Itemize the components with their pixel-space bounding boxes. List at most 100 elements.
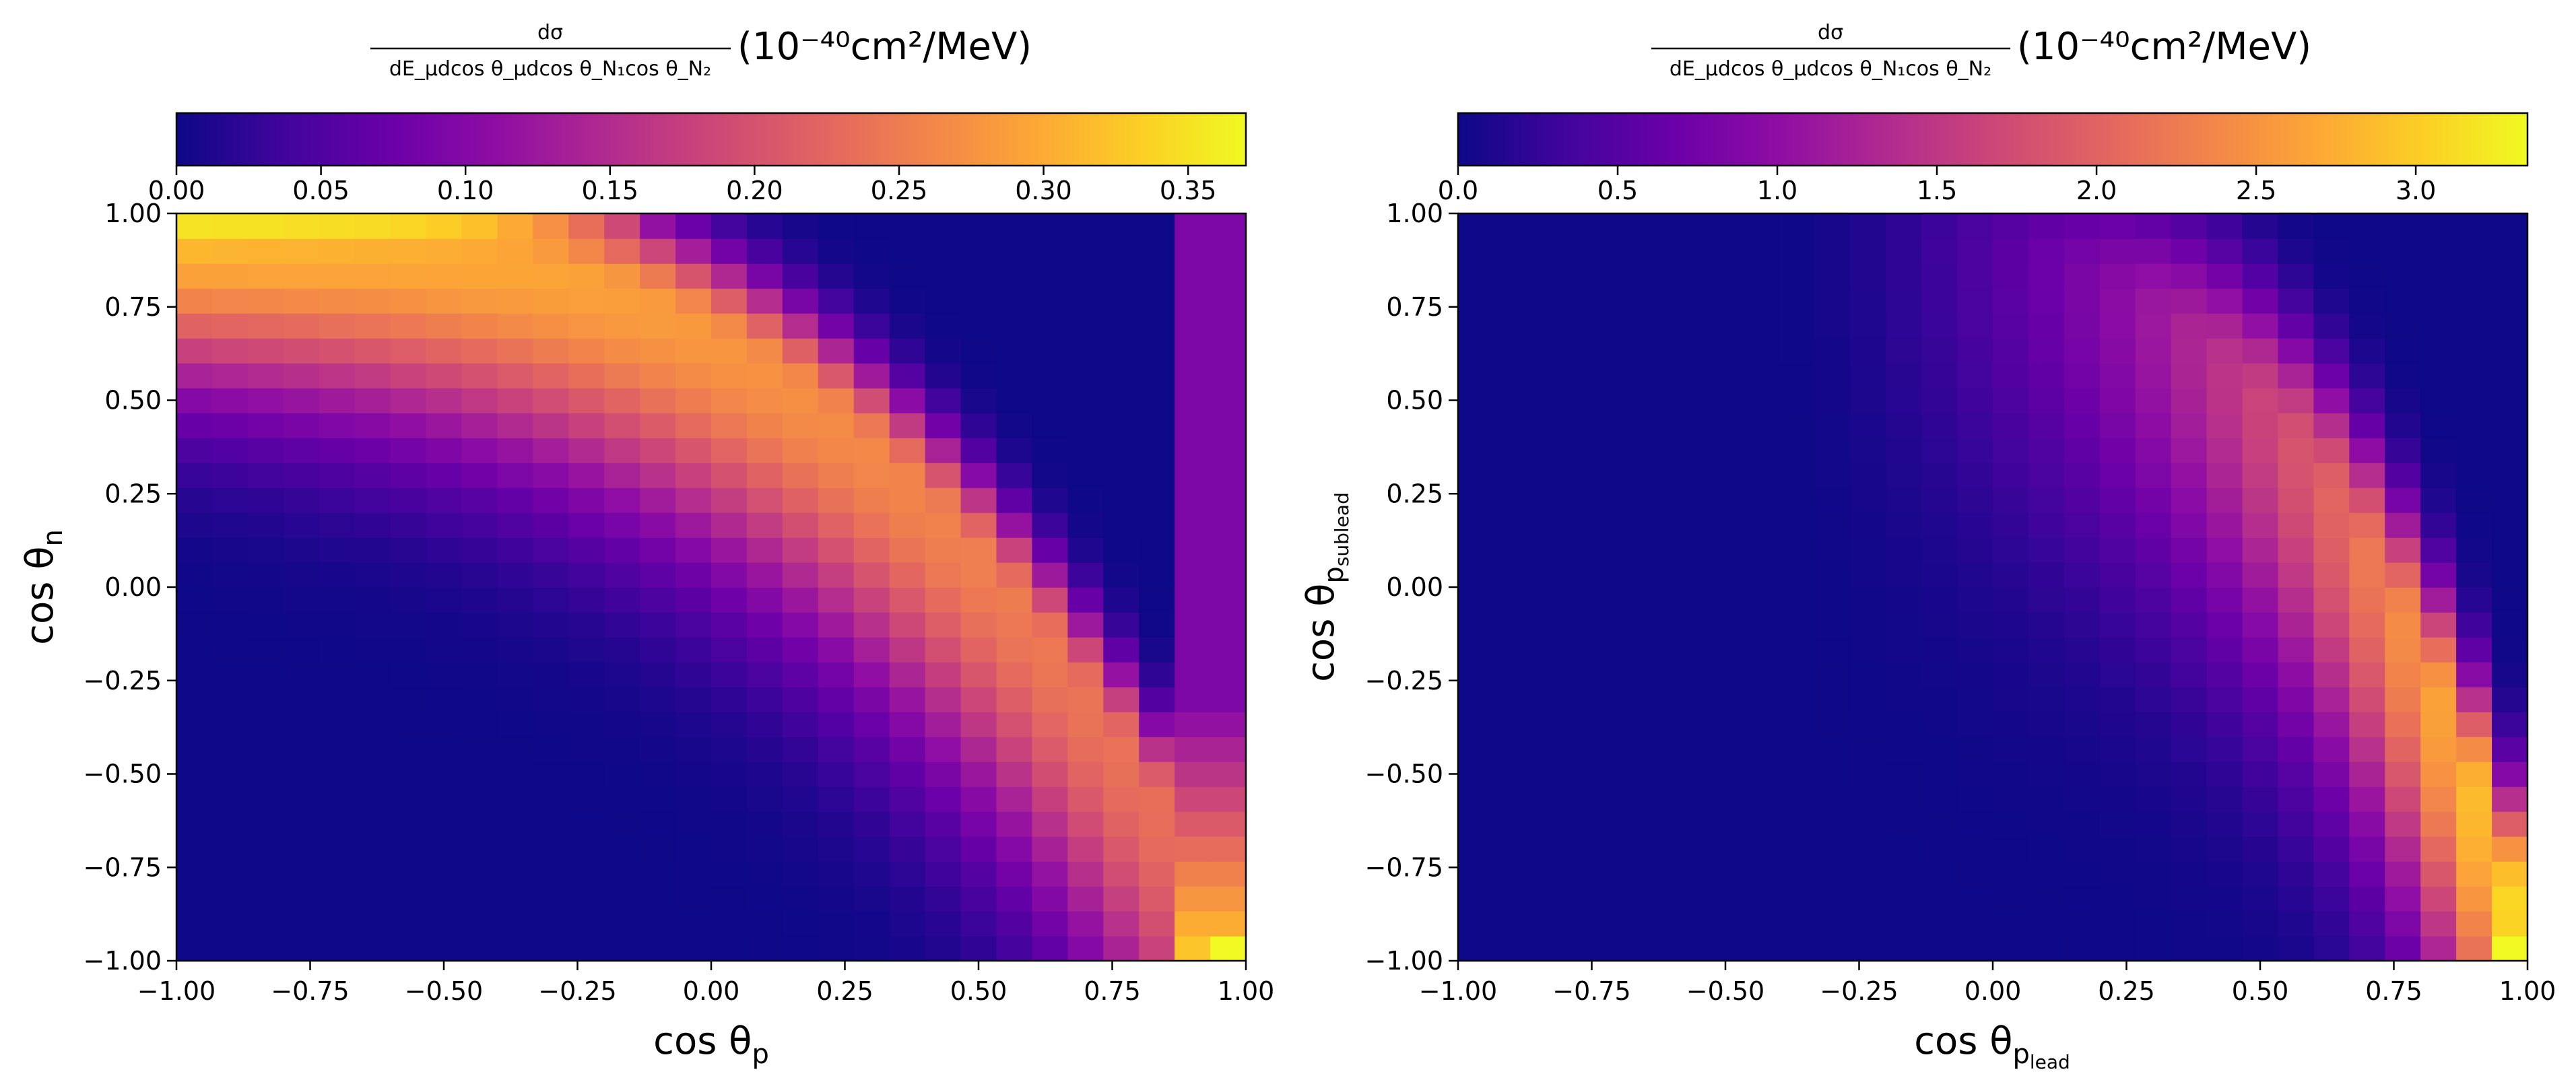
heatmap-cell [2278,213,2315,239]
heatmap-cell [604,562,640,588]
heatmap-cell [1779,886,1816,912]
heatmap-cell [1067,338,1104,364]
heatmap-cell [1921,836,1958,862]
heatmap-cell [1175,936,1211,961]
heatmap-cell [1993,562,2029,588]
left-heatmap-cells [176,213,1247,961]
heatmap-cell [925,637,962,663]
heatmap-cell [1493,761,1530,787]
heatmap-cell [2456,263,2492,289]
heatmap-cell [996,911,1033,937]
heatmap-cell [1458,512,1494,538]
heatmap-cell [1175,562,1211,588]
heatmap-cell [1529,811,1566,837]
heatmap-cell [1886,687,1922,712]
heatmap-cell [853,338,890,364]
heatmap-cell [1210,438,1247,463]
heatmap-cell [889,238,926,264]
heatmap-cell [1886,637,1922,663]
right-x-axis-label: cos θplead [1914,1019,2070,1073]
heatmap-cell [1743,313,1780,339]
heatmap-cell [2063,761,2101,787]
heatmap-cell [1779,213,1816,239]
heatmap-cell [533,438,570,463]
heatmap-cell [996,886,1033,912]
heatmap-cell [1529,388,1566,413]
heatmap-cell [1032,936,1069,961]
heatmap-cell [2349,338,2386,364]
heatmap-cell [1743,936,1780,961]
heatmap-cell [640,861,676,887]
heatmap-cell [1529,786,1566,812]
heatmap-cell [1850,662,1886,687]
heatmap-cell [675,313,712,339]
heatmap-cell [283,662,320,687]
heatmap-cell [247,562,284,588]
heatmap-cell [2420,637,2457,663]
heatmap-cell [2206,562,2243,588]
heatmap-cell [176,463,213,488]
heatmap-cell [2420,836,2457,862]
heatmap-cell [390,213,427,239]
heatmap-cell [1850,338,1886,364]
heatmap-cell [2028,687,2065,712]
heatmap-cell [2349,213,2386,239]
heatmap-cell [2135,288,2172,314]
heatmap-cell [1814,363,1851,388]
heatmap-cell [283,712,320,737]
heatmap-cell [176,288,213,314]
heatmap-cell [1814,737,1851,762]
heatmap-cell [853,662,890,687]
heatmap-cell [818,238,855,264]
heatmap-cell [176,213,213,239]
heatmap-cell [176,662,213,687]
heatmap-cell [1103,213,1140,239]
heatmap-cell [1743,363,1780,388]
heatmap-cell [1564,612,1601,638]
heatmap-cell [1957,612,1993,638]
heatmap-cell [1493,463,1530,488]
heatmap-cell [1529,263,1566,289]
heatmap-cell [2242,463,2279,488]
heatmap-cell [1564,512,1601,538]
heatmap-cell [1529,911,1566,937]
heatmap-cell [319,936,356,961]
heatmap-cell [533,388,570,413]
heatmap-cell [2028,861,2065,887]
heatmap-cell [533,587,570,613]
heatmap-cell [2242,238,2279,264]
heatmap-cell [1032,213,1069,239]
heatmap-cell [1743,811,1780,837]
heatmap-cell [1210,737,1247,762]
heatmap-cell [711,487,748,513]
heatmap-cell [2099,587,2136,613]
y-tick-label: 0.00 [1386,572,1443,602]
y-tick-label: −1.00 [1365,946,1443,976]
heatmap-cell [1850,911,1886,937]
heatmap-cell [211,263,249,289]
heatmap-cell [1636,936,1673,961]
heatmap-cell [1886,911,1922,937]
heatmap-cell [1600,886,1637,912]
heatmap-cell [889,911,926,937]
heatmap-cell [247,213,284,239]
heatmap-cell [1779,388,1816,413]
heatmap-cell [533,238,570,264]
heatmap-cell [2420,562,2457,588]
heatmap-cell [2385,512,2421,538]
heatmap-cell [2242,512,2279,538]
heatmap-cell [2456,836,2492,862]
heatmap-cell [889,836,926,862]
heatmap-cell [1886,363,1922,388]
heatmap-cell [319,612,356,638]
heatmap-cell [533,338,570,364]
heatmap-cell [2242,487,2279,513]
heatmap-cell [1175,313,1211,339]
right-y-axis-label-sub: p [1319,566,1350,583]
heatmap-cell [1067,463,1104,488]
heatmap-cell [2028,562,2065,588]
heatmap-cell [497,861,534,887]
heatmap-cell [1210,886,1247,912]
heatmap-cell [1210,238,1247,264]
heatmap-cell [2063,687,2101,712]
